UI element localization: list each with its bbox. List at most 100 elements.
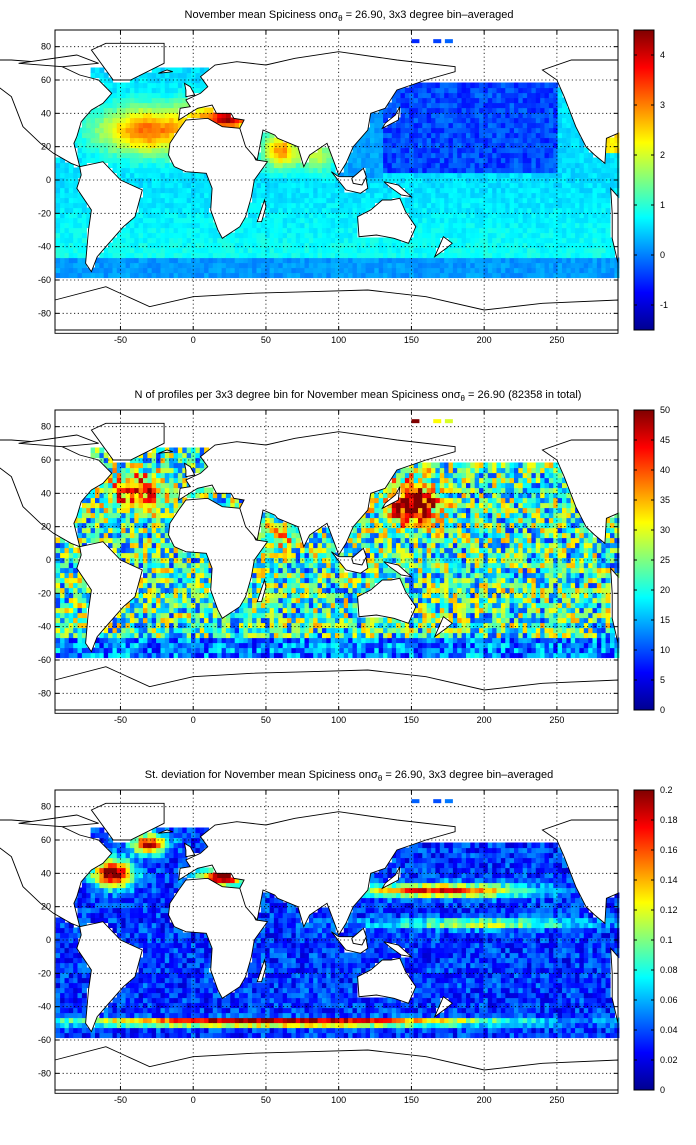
data-cell: [78, 198, 83, 204]
data-cell: [95, 68, 100, 74]
data-cell: [147, 578, 152, 584]
data-cell: [156, 263, 161, 269]
data-cell: [470, 188, 475, 194]
data-cell: [130, 513, 135, 519]
data-cell: [418, 173, 423, 179]
data-cell: [209, 223, 214, 229]
data-cell: [91, 518, 96, 524]
data-cell: [91, 133, 96, 139]
data-cell: [161, 648, 166, 654]
data-cell: [204, 188, 209, 194]
data-cell: [104, 138, 109, 144]
data-cell: [553, 263, 558, 269]
data-cell: [527, 98, 532, 104]
data-cell: [117, 273, 122, 279]
data-cell: [86, 498, 91, 504]
data-cell: [291, 233, 296, 239]
data-cell: [195, 223, 200, 229]
data-cell: [174, 173, 179, 179]
data-cell: [601, 273, 606, 279]
data-cell: [156, 158, 161, 164]
data-cell: [209, 653, 214, 659]
data-cell: [165, 123, 170, 129]
data-cell: [549, 143, 554, 149]
data-cell: [457, 273, 462, 279]
data-cell: [409, 88, 414, 94]
data-cell: [270, 138, 275, 144]
data-cell: [370, 138, 375, 144]
data-cell: [239, 248, 244, 254]
data-cell: [195, 73, 200, 79]
data-cell: [248, 258, 253, 264]
data-cell: [139, 628, 144, 634]
data-cell: [549, 268, 554, 274]
data-cell: [169, 503, 174, 509]
data-cell: [326, 208, 331, 214]
data-cell: [147, 488, 152, 494]
data-cell: [575, 253, 580, 259]
data-cell: [322, 248, 327, 254]
data-cell: [143, 568, 148, 574]
data-cell: [579, 203, 584, 209]
data-cell: [435, 193, 440, 199]
data-cell: [523, 248, 528, 254]
data-cell: [593, 268, 598, 274]
data-cell: [252, 208, 257, 214]
data-cell: [152, 238, 157, 244]
data-cell: [558, 138, 563, 144]
data-cell: [313, 153, 318, 159]
data-cell: [143, 258, 148, 264]
data-cell: [147, 503, 152, 509]
data-cell: [257, 228, 262, 234]
data-cell: [348, 238, 353, 244]
data-cell: [65, 623, 70, 629]
data-cell: [235, 248, 240, 254]
data-cell: [422, 198, 427, 204]
data-cell: [139, 503, 144, 509]
data-cell: [322, 148, 327, 154]
data-cell: [226, 633, 231, 639]
data-cell: [283, 193, 288, 199]
data-cell: [156, 478, 161, 484]
data-cell: [104, 523, 109, 529]
data-cell: [597, 233, 602, 239]
data-cell: [147, 613, 152, 619]
data-cell: [126, 488, 131, 494]
data-cell: [261, 243, 266, 249]
data-cell: [99, 148, 104, 154]
data-cell: [78, 578, 83, 584]
data-cell: [283, 168, 288, 174]
data-cell: [558, 163, 563, 169]
data-cell: [126, 248, 131, 254]
data-cell: [69, 583, 74, 589]
data-cell: [300, 193, 305, 199]
data-cell: [169, 548, 174, 554]
data-cell: [366, 168, 371, 174]
data-cell: [213, 248, 218, 254]
data-cell: [383, 238, 388, 244]
data-cell: [113, 543, 118, 549]
data-cell: [440, 138, 445, 144]
data-cell: [444, 168, 449, 174]
data-cell: [152, 623, 157, 629]
data-cell: [143, 533, 148, 539]
data-cell: [536, 183, 541, 189]
data-cell: [457, 263, 462, 269]
data-cell: [562, 268, 567, 274]
data-cell: [209, 233, 214, 239]
data-cell: [422, 138, 427, 144]
data-cell: [174, 643, 179, 649]
data-cell: [431, 193, 436, 199]
data-cell: [130, 558, 135, 564]
data-cell: [152, 248, 157, 254]
data-cell: [549, 88, 554, 94]
data-cell: [531, 183, 536, 189]
data-cell: [309, 243, 314, 249]
data-cell: [182, 623, 187, 629]
data-cell: [305, 253, 310, 259]
data-cell: [130, 133, 135, 139]
data-cell: [396, 153, 401, 159]
data-cell: [117, 148, 122, 154]
data-cell: [531, 268, 536, 274]
data-cell: [169, 208, 174, 214]
